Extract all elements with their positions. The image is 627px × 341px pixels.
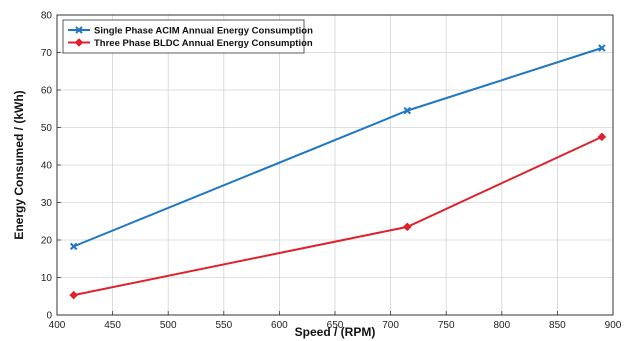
series-line — [73, 135, 603, 297]
y-tick-label: 0 — [46, 311, 52, 322]
y-tick-label: 80 — [41, 11, 53, 22]
data-point — [69, 290, 78, 300]
legend-item: Single Phase ACIM Annual Energy Consumpt… — [68, 26, 313, 37]
legend-box — [62, 19, 305, 54]
legend-marker — [74, 38, 84, 47]
legend: Single Phase ACIM Annual Energy Consumpt… — [62, 19, 313, 54]
series-2 — [69, 132, 607, 300]
legend-label: Single Phase ACIM Annual Energy Consumpt… — [94, 26, 313, 37]
x-tick-label: 900 — [605, 320, 622, 331]
x-axis-label: Speed / (RPM) — [295, 325, 376, 339]
y-tick-label: 40 — [41, 161, 53, 172]
x-tick-label: 650 — [327, 320, 344, 331]
data-point — [597, 132, 607, 142]
y-axis-ticks: 0 10 20 30 40 50 60 70 80 — [41, 11, 61, 322]
y-axis-label: Energy Consumed / (kWh) — [12, 90, 26, 239]
x-tick-label: 550 — [215, 320, 232, 331]
data-point — [69, 242, 78, 251]
legend-item: Three Phase BLDC Annual Energy Consumpti… — [68, 38, 313, 49]
data-point — [403, 106, 411, 115]
legend-label: Three Phase BLDC Annual Energy Consumpti… — [94, 38, 313, 49]
data-point — [402, 222, 412, 232]
y-tick-label: 30 — [41, 198, 53, 209]
y-tick-label: 50 — [41, 123, 53, 134]
data-point — [598, 44, 606, 52]
x-tick-label: 450 — [104, 320, 121, 331]
x-tick-label: 400 — [49, 320, 66, 331]
grid — [56, 14, 614, 316]
legend-marker — [75, 26, 83, 34]
y-tick-label: 60 — [41, 86, 53, 97]
series-line — [73, 47, 603, 248]
x-tick-label: 750 — [438, 320, 455, 331]
x-axis-ticks: 400 450 500 550 600 650 700 750 800 850 900 — [49, 311, 622, 331]
x-tick-label: 850 — [549, 320, 566, 331]
x-tick-label: 800 — [493, 320, 510, 331]
x-tick-label: 500 — [160, 320, 177, 331]
series-layer — [69, 44, 607, 300]
x-tick-label: 700 — [382, 320, 399, 331]
series-1 — [69, 44, 606, 251]
x-tick-label: 600 — [271, 320, 288, 331]
y-tick-label: 10 — [41, 273, 53, 284]
y-tick-label: 70 — [41, 48, 53, 59]
y-tick-label: 20 — [41, 236, 53, 247]
